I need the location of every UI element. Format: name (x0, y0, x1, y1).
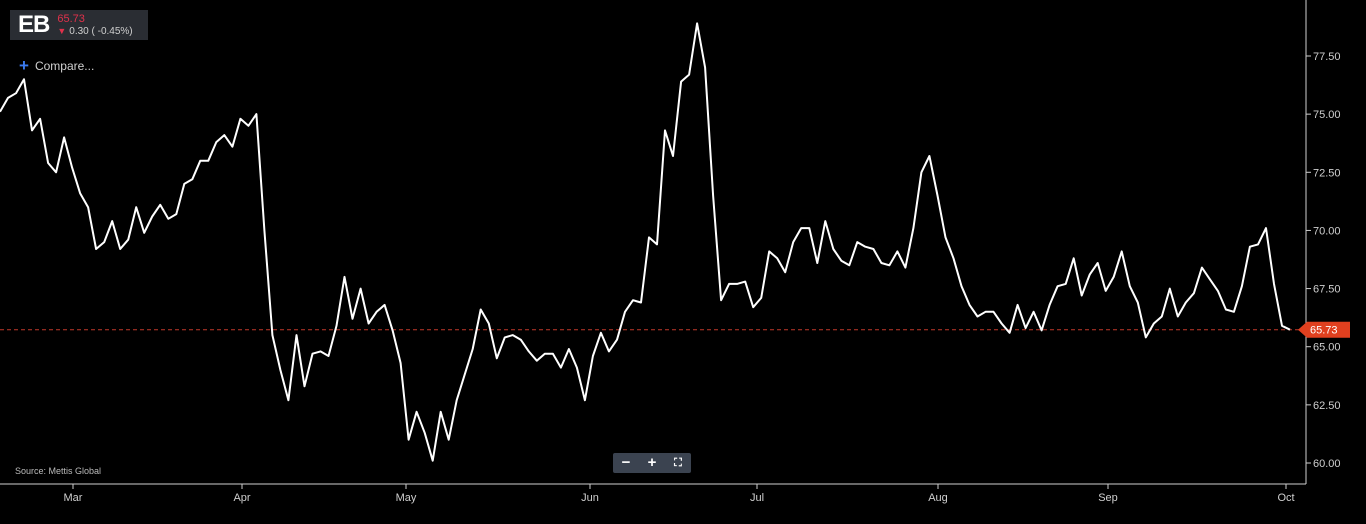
price-series (0, 22, 1291, 462)
x-tick-label: Jul (750, 492, 764, 504)
zoom-controls: − + ⛶ (613, 453, 691, 473)
x-tick-label: May (396, 492, 417, 504)
y-axis-ticks: 60.00 62.50 65.00 67.50 70.00 72.50 75.00 77.50 (1306, 51, 1341, 470)
x-tick-label: Jun (581, 492, 599, 504)
y-tick-label: 67.50 (1313, 284, 1341, 296)
compare-label: Compare... (34, 59, 95, 73)
x-tick-label: Oct (1277, 492, 1294, 504)
x-tick-label: Sep (1098, 492, 1118, 504)
y-tick-label: 77.50 (1313, 51, 1341, 63)
ticker-symbol: EB (18, 11, 50, 38)
y-tick-label: 60.00 (1313, 458, 1341, 470)
source-note: Source: Mettis Global (15, 466, 102, 476)
plus-icon: + (19, 56, 29, 75)
y-tick-label: 72.50 (1313, 167, 1341, 179)
compare-button[interactable]: + Compare... (19, 56, 95, 75)
fullscreen-button[interactable]: ⛶ (674, 457, 682, 469)
x-axis-ticks: Mar Apr May Jun Jul Aug Sep Oct (64, 484, 1295, 504)
x-tick-label: Aug (928, 492, 948, 504)
zoom-in-button[interactable]: + (647, 454, 657, 471)
y-tick-label: 70.00 (1313, 225, 1341, 237)
y-tick-label: 75.00 (1313, 109, 1341, 121)
last-price-badge (1298, 321, 1350, 338)
x-tick-label: Mar (64, 492, 83, 504)
ticker-change: 0.30 ( -0.45%) (69, 25, 133, 37)
down-arrow-icon: ▼ (57, 25, 67, 36)
x-tick-label: Apr (233, 492, 250, 504)
ticker-badge: EB 65.73 ▼ 0.30 ( -0.45%) (10, 10, 148, 40)
ticker-info: 65.73 ▼ 0.30 ( -0.45%) (57, 13, 132, 38)
last-price-label: 65.73 (1310, 325, 1338, 337)
ticker-price: 65.73 (57, 12, 85, 25)
y-tick-label: 65.00 (1313, 342, 1341, 354)
ticker-change-row: ▼ 0.30 ( -0.45%) (57, 25, 132, 38)
last-price-marker: 65.73 (1298, 321, 1350, 338)
zoom-out-button[interactable]: − (621, 454, 631, 471)
y-tick-label: 62.50 (1313, 400, 1341, 412)
price-line (0, 22, 1291, 462)
